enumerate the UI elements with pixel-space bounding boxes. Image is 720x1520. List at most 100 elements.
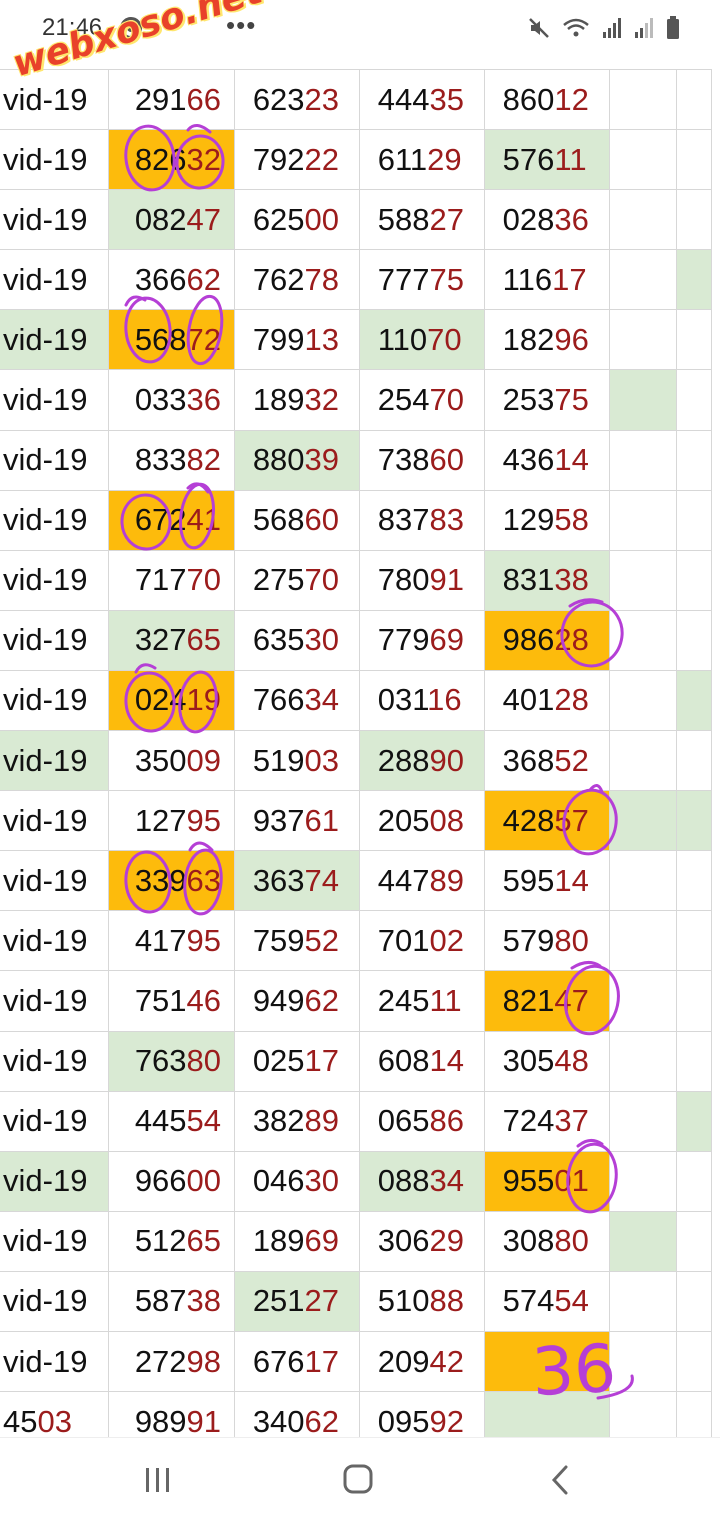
empty-cell[interactable] xyxy=(608,609,678,671)
empty-cell[interactable] xyxy=(676,1330,712,1393)
row-label-cell[interactable]: vid-19 xyxy=(0,249,109,311)
number-cell[interactable]: 73860 xyxy=(358,429,485,491)
row-label-cell[interactable]: vid-19 xyxy=(0,1150,109,1212)
empty-cell[interactable] xyxy=(608,1391,678,1437)
row-label-cell[interactable]: vid-19 xyxy=(0,1030,109,1092)
number-cell[interactable]: 18932 xyxy=(233,369,360,431)
empty-cell[interactable] xyxy=(608,790,678,852)
empty-cell[interactable] xyxy=(608,730,678,792)
number-cell[interactable]: 28890 xyxy=(358,730,485,792)
number-cell[interactable]: 86012 xyxy=(483,69,610,131)
number-cell[interactable]: 71770 xyxy=(107,549,235,611)
number-cell[interactable]: 93761 xyxy=(233,790,360,852)
row-label-cell[interactable]: vid-19 xyxy=(0,129,109,191)
number-cell[interactable]: 44435 xyxy=(358,69,485,131)
number-cell[interactable]: 02419 xyxy=(107,669,235,732)
row-label-cell[interactable]: vid-19 xyxy=(0,609,109,671)
empty-cell[interactable] xyxy=(676,309,712,371)
number-cell[interactable]: 75146 xyxy=(107,970,235,1032)
number-cell[interactable]: 08834 xyxy=(358,1150,485,1212)
empty-cell[interactable] xyxy=(608,429,678,491)
number-cell[interactable]: 88039 xyxy=(233,429,360,491)
empty-cell[interactable] xyxy=(608,489,678,551)
empty-cell[interactable] xyxy=(608,1090,678,1152)
empty-cell[interactable] xyxy=(608,549,678,611)
number-cell[interactable]: 11617 xyxy=(483,249,610,311)
row-label-cell[interactable]: vid-19 xyxy=(0,970,109,1032)
number-cell[interactable]: 77775 xyxy=(358,249,485,311)
number-cell[interactable]: 41795 xyxy=(107,910,235,972)
number-cell[interactable]: 42857 xyxy=(483,790,610,852)
empty-cell[interactable] xyxy=(608,850,678,912)
number-cell[interactable]: 79222 xyxy=(233,129,360,191)
number-cell[interactable]: 36852 xyxy=(483,730,610,792)
number-cell[interactable]: 83783 xyxy=(358,489,485,551)
number-cell[interactable]: 83382 xyxy=(107,429,235,491)
number-cell[interactable]: 40128 xyxy=(483,669,610,732)
number-cell[interactable]: 62323 xyxy=(233,69,360,131)
number-cell[interactable]: 06586 xyxy=(358,1090,485,1152)
number-cell[interactable]: 62500 xyxy=(233,189,360,251)
number-cell[interactable]: 96600 xyxy=(107,1150,235,1212)
number-cell[interactable]: 70102 xyxy=(358,910,485,972)
number-cell[interactable]: 25127 xyxy=(233,1270,360,1332)
number-cell[interactable]: 02517 xyxy=(233,1030,360,1092)
number-cell[interactable]: 61129 xyxy=(358,129,485,191)
empty-cell[interactable] xyxy=(676,910,712,972)
number-cell[interactable]: 09592 xyxy=(358,1391,485,1437)
empty-cell[interactable] xyxy=(676,249,712,311)
row-label-cell[interactable]: vid-19 xyxy=(0,189,109,251)
empty-cell[interactable] xyxy=(608,1210,678,1272)
row-label-cell[interactable]: vid-19 xyxy=(0,669,109,732)
empty-cell[interactable] xyxy=(608,69,678,131)
number-cell[interactable]: 30548 xyxy=(483,1030,610,1092)
number-cell[interactable]: 57611 xyxy=(483,129,610,191)
number-cell[interactable]: 44554 xyxy=(107,1090,235,1152)
spreadsheet-grid[interactable]: vid-19 29166 62323 44435 86012 vid-19 82632 792… xyxy=(0,69,720,1437)
empty-cell[interactable] xyxy=(676,669,712,732)
number-cell[interactable]: 36662 xyxy=(107,249,235,311)
number-cell[interactable]: 95501 xyxy=(483,1150,610,1212)
row-label-cell[interactable]: vid-19 xyxy=(0,429,109,491)
empty-cell[interactable] xyxy=(676,1210,712,1272)
row-label-cell[interactable]: vid-19 xyxy=(0,69,109,131)
number-cell[interactable]: 76380 xyxy=(107,1030,235,1092)
empty-cell[interactable] xyxy=(676,850,712,912)
number-cell[interactable]: 83138 xyxy=(483,549,610,611)
number-cell[interactable]: 03336 xyxy=(107,369,235,431)
number-cell[interactable]: 20508 xyxy=(358,790,485,852)
number-cell[interactable]: 34062 xyxy=(233,1391,360,1437)
empty-cell[interactable] xyxy=(608,309,678,371)
empty-cell[interactable] xyxy=(676,1030,712,1092)
row-label-cell[interactable]: vid-19 xyxy=(0,309,109,371)
empty-cell[interactable] xyxy=(608,369,678,431)
empty-cell[interactable] xyxy=(676,1270,712,1332)
number-cell[interactable]: 30629 xyxy=(358,1210,485,1272)
number-cell[interactable]: 57980 xyxy=(483,910,610,972)
empty-cell[interactable] xyxy=(608,1030,678,1092)
empty-cell[interactable] xyxy=(676,129,712,191)
number-cell[interactable]: 82632 xyxy=(107,129,235,191)
number-cell[interactable]: 51265 xyxy=(107,1210,235,1272)
number-cell[interactable]: 76278 xyxy=(233,249,360,311)
number-cell[interactable]: 38289 xyxy=(233,1090,360,1152)
empty-cell[interactable] xyxy=(676,429,712,491)
number-cell[interactable]: 43614 xyxy=(483,429,610,491)
number-cell[interactable]: 82147 xyxy=(483,970,610,1032)
row-label-cell[interactable]: vid-19 xyxy=(0,790,109,852)
empty-cell[interactable] xyxy=(676,369,712,431)
number-cell[interactable]: 08247 xyxy=(107,189,235,251)
back-icon[interactable] xyxy=(540,1462,580,1498)
empty-cell[interactable] xyxy=(608,669,678,732)
empty-cell[interactable] xyxy=(608,1330,678,1393)
number-cell[interactable]: 72437 xyxy=(483,1090,610,1152)
number-cell[interactable]: 59514 xyxy=(483,850,610,912)
empty-cell[interactable] xyxy=(676,790,712,852)
row-label-cell[interactable]: vid-19 xyxy=(0,369,109,431)
empty-cell[interactable] xyxy=(676,489,712,551)
row-label-cell[interactable]: vid-19 xyxy=(0,1090,109,1152)
number-cell[interactable]: 25375 xyxy=(483,369,610,431)
empty-cell[interactable] xyxy=(676,730,712,792)
number-cell[interactable]: 29166 xyxy=(107,69,235,131)
empty-cell[interactable] xyxy=(608,189,678,251)
